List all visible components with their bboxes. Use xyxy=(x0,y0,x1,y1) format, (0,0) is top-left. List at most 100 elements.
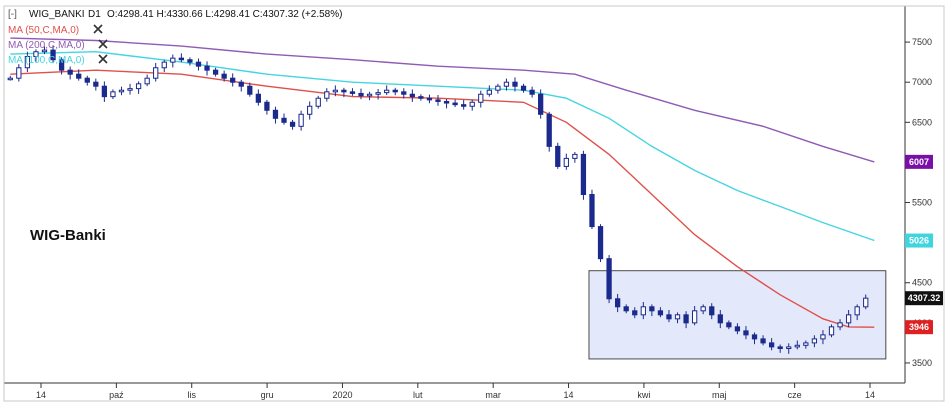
highlight-box xyxy=(588,270,887,360)
x-tick-label: kwi xyxy=(637,390,650,400)
candle-body xyxy=(709,306,715,316)
x-tick-label: lis xyxy=(187,390,196,400)
close-icon[interactable] xyxy=(93,24,103,34)
indicator-ma50-label: MA (50,C,MA,0) xyxy=(8,25,79,36)
x-tick-label: mar xyxy=(485,390,501,400)
candle-body xyxy=(794,344,800,348)
price-badge-label: 3946 xyxy=(909,322,929,332)
candle-body xyxy=(768,342,775,348)
candle-body xyxy=(110,91,116,98)
candle-body xyxy=(691,310,698,324)
candle-body xyxy=(238,81,244,87)
candle-body xyxy=(324,91,330,99)
candle-body xyxy=(717,314,723,324)
close-icon[interactable] xyxy=(98,39,108,49)
candle-body xyxy=(803,342,809,346)
y-tick-label: 6500 xyxy=(912,117,932,127)
candle-body xyxy=(520,85,527,91)
candle-body xyxy=(461,104,467,107)
candle-body xyxy=(828,326,835,336)
chart-frame xyxy=(3,5,945,402)
candle-body xyxy=(392,89,398,93)
price-badge xyxy=(905,320,933,335)
price-badges: 6007 5026 4307.32 3946 xyxy=(905,154,943,335)
candle-body xyxy=(674,314,681,320)
candle-body xyxy=(24,56,31,69)
candle-body xyxy=(67,69,73,75)
candle-body xyxy=(777,346,783,350)
candle-body xyxy=(161,61,167,69)
candle-body xyxy=(563,157,569,167)
collapse-toggle[interactable]: [-] xyxy=(8,9,17,20)
time-axis: 14 paź lis gru 2020 lut mar 14 kwi maj cze 14 xyxy=(36,383,875,400)
candle-body xyxy=(221,73,227,79)
candlestick-series xyxy=(7,45,869,354)
candle-body xyxy=(384,89,390,94)
chart-caption: WIG-Banki xyxy=(30,227,106,244)
candle-body xyxy=(811,338,818,344)
timeframe: D1 xyxy=(88,9,101,20)
candle-body xyxy=(623,306,629,312)
candle-body xyxy=(204,65,210,71)
candle-body xyxy=(863,297,869,308)
candle-body xyxy=(153,67,159,79)
candle-body xyxy=(606,258,612,300)
candle-body xyxy=(820,334,826,340)
candle-body xyxy=(666,314,672,320)
y-tick-label: 3500 xyxy=(912,358,932,368)
price-badge xyxy=(905,233,933,248)
candle-body xyxy=(135,83,142,90)
candle-body xyxy=(281,117,287,123)
candle-body xyxy=(118,89,125,93)
candle-body xyxy=(580,153,587,195)
candle-body xyxy=(289,121,296,127)
x-tick-label: lut xyxy=(413,390,423,400)
candle-body xyxy=(657,310,664,316)
x-tick-label: paź xyxy=(109,390,124,400)
candle-body xyxy=(478,93,484,103)
candle-body xyxy=(443,100,450,104)
candle-body xyxy=(315,97,321,107)
candle-body xyxy=(854,306,860,316)
candle-body xyxy=(435,99,441,102)
candle-body xyxy=(76,73,82,79)
candle-body xyxy=(298,113,304,127)
candle-body xyxy=(786,346,792,350)
price-badge-label: 5026 xyxy=(909,236,929,246)
price-badge xyxy=(905,291,943,306)
candle-body xyxy=(332,89,338,93)
candle-body xyxy=(307,105,313,115)
candle-body xyxy=(144,77,150,85)
candle-body xyxy=(529,89,535,95)
y-tick-label: 4500 xyxy=(912,278,932,288)
candle-body xyxy=(649,306,655,312)
candle-body xyxy=(255,93,261,103)
candle-body xyxy=(366,93,373,97)
candle-body xyxy=(589,194,595,228)
candle-body xyxy=(760,338,766,344)
candle-body xyxy=(837,322,843,328)
candle-body xyxy=(512,81,518,87)
x-tick-label: 14 xyxy=(865,390,875,400)
close-icon[interactable] xyxy=(98,54,108,64)
candle-body xyxy=(358,92,364,97)
candle-body xyxy=(93,81,99,87)
candle-body xyxy=(375,92,381,95)
candle-body xyxy=(700,306,706,312)
y-tick-label: 5500 xyxy=(912,198,932,208)
candle-body xyxy=(41,49,48,53)
candle-body xyxy=(495,85,501,91)
candle-body xyxy=(726,322,732,328)
candle-body xyxy=(272,109,279,119)
candle-body xyxy=(16,67,22,79)
candle-body xyxy=(538,93,544,115)
indicator-ma100-label: MA (100,C,MA,0) xyxy=(8,55,85,66)
y-tick-label: 7000 xyxy=(912,77,932,87)
candle-body xyxy=(469,101,475,107)
candle-body xyxy=(401,91,407,95)
candle-body xyxy=(195,61,202,67)
ohlc-readout: O:4298.41 H:4330.66 L:4298.41 C:4307.32 … xyxy=(107,9,342,20)
candle-body xyxy=(50,49,56,61)
candle-body xyxy=(486,89,492,95)
